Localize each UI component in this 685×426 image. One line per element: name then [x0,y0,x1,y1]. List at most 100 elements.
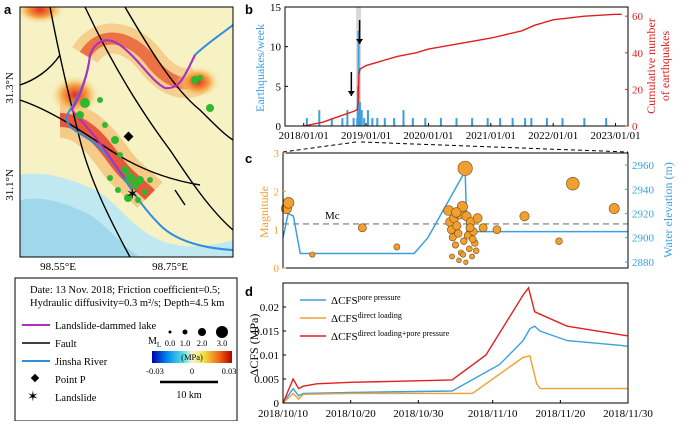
earthquake-point [465,223,475,233]
cumulative-line [303,13,622,127]
panel-b-yr-tick: 60 [632,11,644,23]
map-earthquakes [76,75,214,203]
map-faults [20,7,233,257]
legend-river: Jinsha River [55,357,108,368]
panel-a-letter: a [4,2,12,17]
panel-b-y-tick: 10 [270,42,282,54]
panel-b-y-tick: 15 [270,2,282,14]
weekly-bar [360,110,363,126]
weekly-bar [455,118,458,126]
map-panel: ✶ 31.3°N 31.1°N 98.55°E 98.75°E [4,6,234,273]
earthquake-point [566,176,580,191]
lat-label-1: 31.3°N [4,72,16,104]
earthquake-point [478,223,488,233]
panel-d-letter: d [245,284,253,299]
lat-label-2: 31.1°N [4,169,16,201]
weekly-bar [530,118,533,126]
weekly-bar [411,118,414,126]
panel-d-chart: 0 0.005 0.01 0.015 0.02 2018/10/10 2018/10/20 2… [247,282,653,420]
weekly-bar [330,118,333,126]
panel-b-ylabel: Earthquakes/week [253,24,267,112]
weekly-bar [383,118,386,126]
earthquake-point [473,247,480,254]
weekly-bar [605,118,608,126]
panel-b-x-tick: 2019/01/01 [341,130,391,142]
weekly-bar [424,118,427,126]
scalebar-label: 10 km [176,390,202,401]
earthquake-point [460,251,467,258]
panel-d-ylabel: ΔCFS (MPa) [247,314,261,377]
earthquake-point [450,207,462,218]
panel-b-yr-tick: 0 [632,121,638,133]
panel-d-x-tick: 2018/11/30 [603,408,653,420]
legend-point-p: Point P [55,375,86,386]
weekly-bar [305,118,308,126]
panel-b-ylabel-right-2: of earthquakes [658,31,672,102]
earthquake-point [393,243,401,251]
earthquake-point [460,237,468,245]
panel-c-yr-tick: 2960 [632,160,655,172]
svg-text:0.0: 0.0 [165,338,176,348]
mc-label: Mc [325,210,340,222]
earthquake-point [492,225,502,234]
panel-c-letter: c [245,151,252,166]
stress-hotspots [20,7,220,209]
svg-text:1.0: 1.0 [180,338,191,348]
legend-entry: ΔCFSdirect loading+pore pressure [331,329,450,343]
lon-label-2: 98.75°E [152,261,188,273]
weekly-bar [393,118,396,126]
arrow-marker [347,91,355,96]
earthquake-point [309,251,316,258]
weekly-bar [511,118,514,126]
weekly-bar [376,118,379,126]
panel-c-yr-tick: 2920 [632,209,655,221]
earthquake-point [452,221,462,231]
panel-b-yr-tick: 20 [632,84,644,96]
panel-b-x-tick: 2021/01/01 [466,130,516,142]
panel-c-yr-tick: 2900 [632,233,655,245]
earthquake-point [454,229,463,238]
panel-b-x-tick: 2022/01/01 [528,130,578,142]
weekly-bar [486,118,489,126]
weekly-bar [371,118,374,126]
weekly-bar [363,118,366,126]
arrow-marker [356,39,364,44]
panel-c-axes [282,152,629,269]
series-line-1 [282,355,628,404]
legend-landslide: Landslide [55,393,97,404]
info-line-2: Hydraulic diffusivity=0.3 m²/s; Depth=4.… [30,298,224,309]
panel-d-y-tick: 0.005 [254,374,279,386]
panel-b-axes [284,6,629,127]
panel-b-letter: b [245,2,253,17]
panel-c-yr-tick: 2880 [632,257,655,269]
panel-c-chart: Mc 0 1 2 3 2880 2900 2920 2940 2960 Magnitude Water… [257,148,675,275]
panel-d-x-tick: 2018/11/20 [535,408,585,420]
panel-d-x-tick: 2018/11/10 [468,408,518,420]
earthquake-point [468,235,477,244]
panel-b-x-tick: 2023/01/01 [590,130,640,142]
ml-label: M [148,336,157,347]
weekly-bar [352,118,355,126]
svg-text:0: 0 [190,366,194,376]
svg-text:2.0: 2.0 [197,338,208,348]
weekly-bar [341,118,344,126]
colorbar-unit: (MPa) [181,352,203,362]
weekly-bar [346,110,349,126]
lon-label-1: 98.55°E [40,261,76,273]
earthquake-point [282,197,295,209]
earthquake-point [469,253,475,260]
weekly-bar [583,118,586,126]
earthquake-point [472,213,483,224]
panel-d-axes [282,282,629,404]
weekly-bar [366,110,369,126]
weekly-bar [439,118,442,126]
panel-d-y-tick: 0.02 [260,302,279,314]
earthquake-point [465,245,473,253]
panel-c-yr-tick: 2940 [632,184,655,196]
svg-text:✶: ✶ [27,390,39,405]
panel-c-y-tick: 0 [274,263,280,275]
weekly-bar [499,118,502,126]
panel-d-x-tick: 2018/10/10 [258,408,309,420]
earthquake-point [448,233,457,242]
